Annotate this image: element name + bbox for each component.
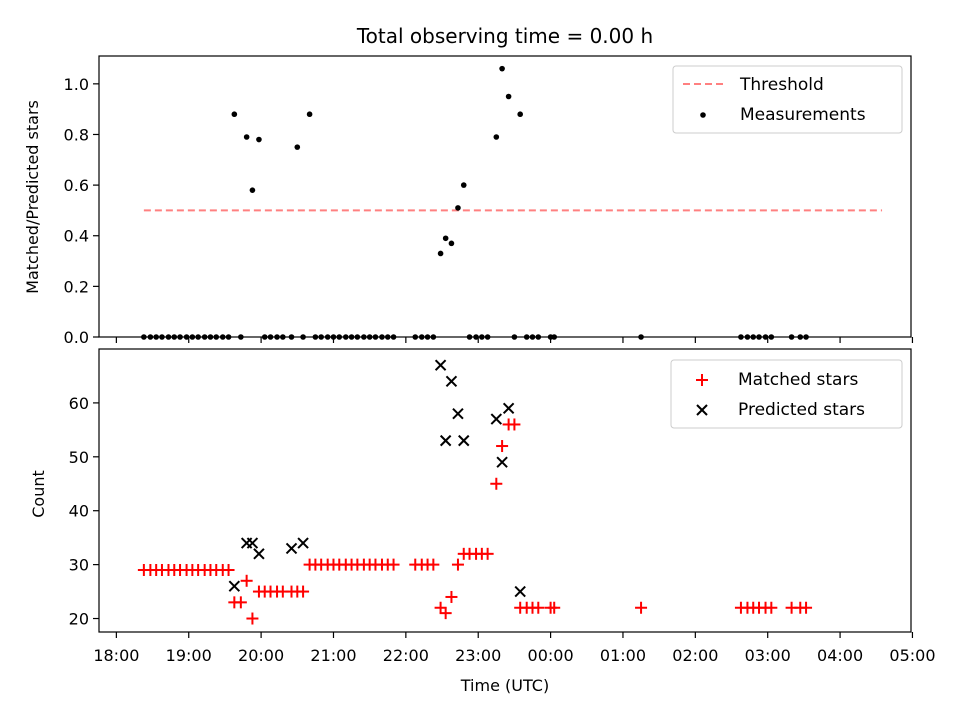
matched-star-point [246, 612, 259, 625]
measurement-point [294, 144, 301, 150]
ratio-y-tick-label: 0.8 [64, 125, 89, 144]
predicted-star-point [514, 585, 526, 598]
predicted-star-point [246, 537, 259, 549]
legend-predicted-swatch [696, 404, 708, 416]
ratio-y-tick-label: 0.4 [64, 227, 89, 246]
ratio-y-tick-label: 0.0 [64, 328, 89, 347]
x-tick-label: 21:00 [310, 646, 356, 665]
x-axis-label: Time (UTC) [460, 676, 549, 695]
predicted-star-point [445, 375, 458, 388]
count-panel-frame [98, 348, 912, 633]
ratio-x-axis [115, 337, 914, 343]
ratio-y-tick-label: 1.0 [64, 75, 89, 94]
predicted-star-point [253, 548, 265, 560]
predicted-star-point [285, 542, 298, 555]
count-legend: Matched stars Predicted stars [670, 359, 903, 429]
x-tick-label: 23:00 [455, 646, 501, 665]
matched-star-point [427, 558, 440, 571]
ratio-legend: Threshold Measurements [672, 65, 903, 134]
count-y-tick-label: 20 [69, 610, 89, 629]
matched-star-point [481, 547, 494, 560]
predicted-star-point [228, 580, 241, 592]
measurement-point [243, 134, 250, 140]
matched-star-point [240, 574, 253, 587]
matched-star-point [532, 601, 545, 614]
matched-star-point [387, 558, 400, 571]
measurement-point [256, 136, 262, 143]
measurement-point [455, 205, 461, 211]
ratio-y-axis-label: Matched/Predicted stars [23, 100, 42, 294]
x-tick-label: 22:00 [383, 646, 429, 665]
matched-star-point [800, 601, 813, 614]
predicted-star-point [452, 407, 464, 420]
count-plot-area [137, 359, 813, 625]
matched-star-point [548, 601, 561, 614]
count-x-axis: 18:00 19:00 20:00 21:00 22:00 23:00 00:00 01:00… [93, 632, 936, 665]
matched-star-point [439, 607, 452, 620]
matched-star-point [496, 440, 509, 453]
measurement-point [249, 187, 256, 193]
x-tick-label: 00:00 [528, 646, 574, 665]
count-y-tick-label: 50 [69, 448, 89, 467]
x-tick-label: 19:00 [166, 646, 212, 665]
measurement-point [306, 111, 313, 118]
matched-star-point [234, 596, 247, 609]
matched-star-point [635, 601, 648, 614]
matched-star-point [490, 477, 503, 490]
measurement-point [442, 235, 449, 242]
measurement-point [460, 182, 467, 188]
ratio-panel: 0.0 0.2 0.4 0.6 0.8 1.0 Matched/Predicted sta… [23, 55, 914, 347]
legend-measurements-label: Measurements [740, 105, 866, 125]
predicted-star-point [297, 537, 309, 549]
x-tick-label: 01:00 [600, 646, 646, 665]
ratio-y-tick-label: 0.6 [64, 176, 89, 195]
predicted-star-point [458, 434, 470, 447]
legend-threshold-label: Threshold [739, 75, 824, 95]
measurement-point [231, 111, 238, 118]
count-y-tick-label: 30 [69, 556, 89, 575]
ratio-y-tick-label: 0.2 [64, 277, 89, 296]
count-legend-box [670, 359, 903, 429]
matched-star-point [765, 601, 778, 614]
matched-star-point [445, 590, 458, 603]
predicted-star-point [496, 456, 508, 468]
x-tick-label: 04:00 [817, 646, 863, 665]
chart-title: Total observing time = 0.00 h [356, 24, 653, 48]
matched-star-point [451, 558, 464, 571]
x-tick-label: 02:00 [672, 646, 718, 665]
legend-predicted-label: Predicted stars [738, 400, 865, 420]
legend-matched-swatch [696, 374, 708, 386]
matched-star-point [297, 585, 310, 598]
count-y-tick-label: 60 [69, 394, 89, 413]
matched-star-point [434, 601, 447, 614]
predicted-star-point [439, 434, 452, 447]
measurement-point [505, 93, 512, 100]
measurement-point [448, 240, 455, 247]
count-panel: 20 30 40 50 60 18:00 19:00 20:00 21:00 22:00 23:0… [29, 348, 936, 695]
legend-matched-label: Matched stars [738, 370, 858, 390]
legend-measurements-swatch [700, 112, 706, 118]
x-tick-label: 03:00 [745, 646, 791, 665]
x-tick-label: 20:00 [238, 646, 284, 665]
count-y-tick-label: 40 [69, 502, 89, 521]
matched-star-point [222, 564, 235, 577]
ratio-y-axis: 0.0 0.2 0.4 0.6 0.8 1.0 [64, 75, 99, 347]
count-y-axis-label: Count [29, 470, 48, 518]
count-y-axis: 20 30 40 50 60 [69, 394, 99, 629]
measurement-point [437, 250, 444, 257]
x-tick-label: 18:00 [93, 646, 139, 665]
measurement-point [493, 134, 500, 140]
predicted-star-point [490, 413, 503, 425]
measurement-point [517, 111, 523, 118]
ratio-panel-frame [98, 55, 912, 338]
ratio-legend-box [672, 65, 903, 134]
measurement-point [499, 65, 505, 72]
matched-star-point [508, 418, 521, 431]
predicted-star-point [502, 402, 515, 415]
x-tick-label: 05:00 [889, 646, 935, 665]
predicted-star-point [434, 359, 447, 371]
